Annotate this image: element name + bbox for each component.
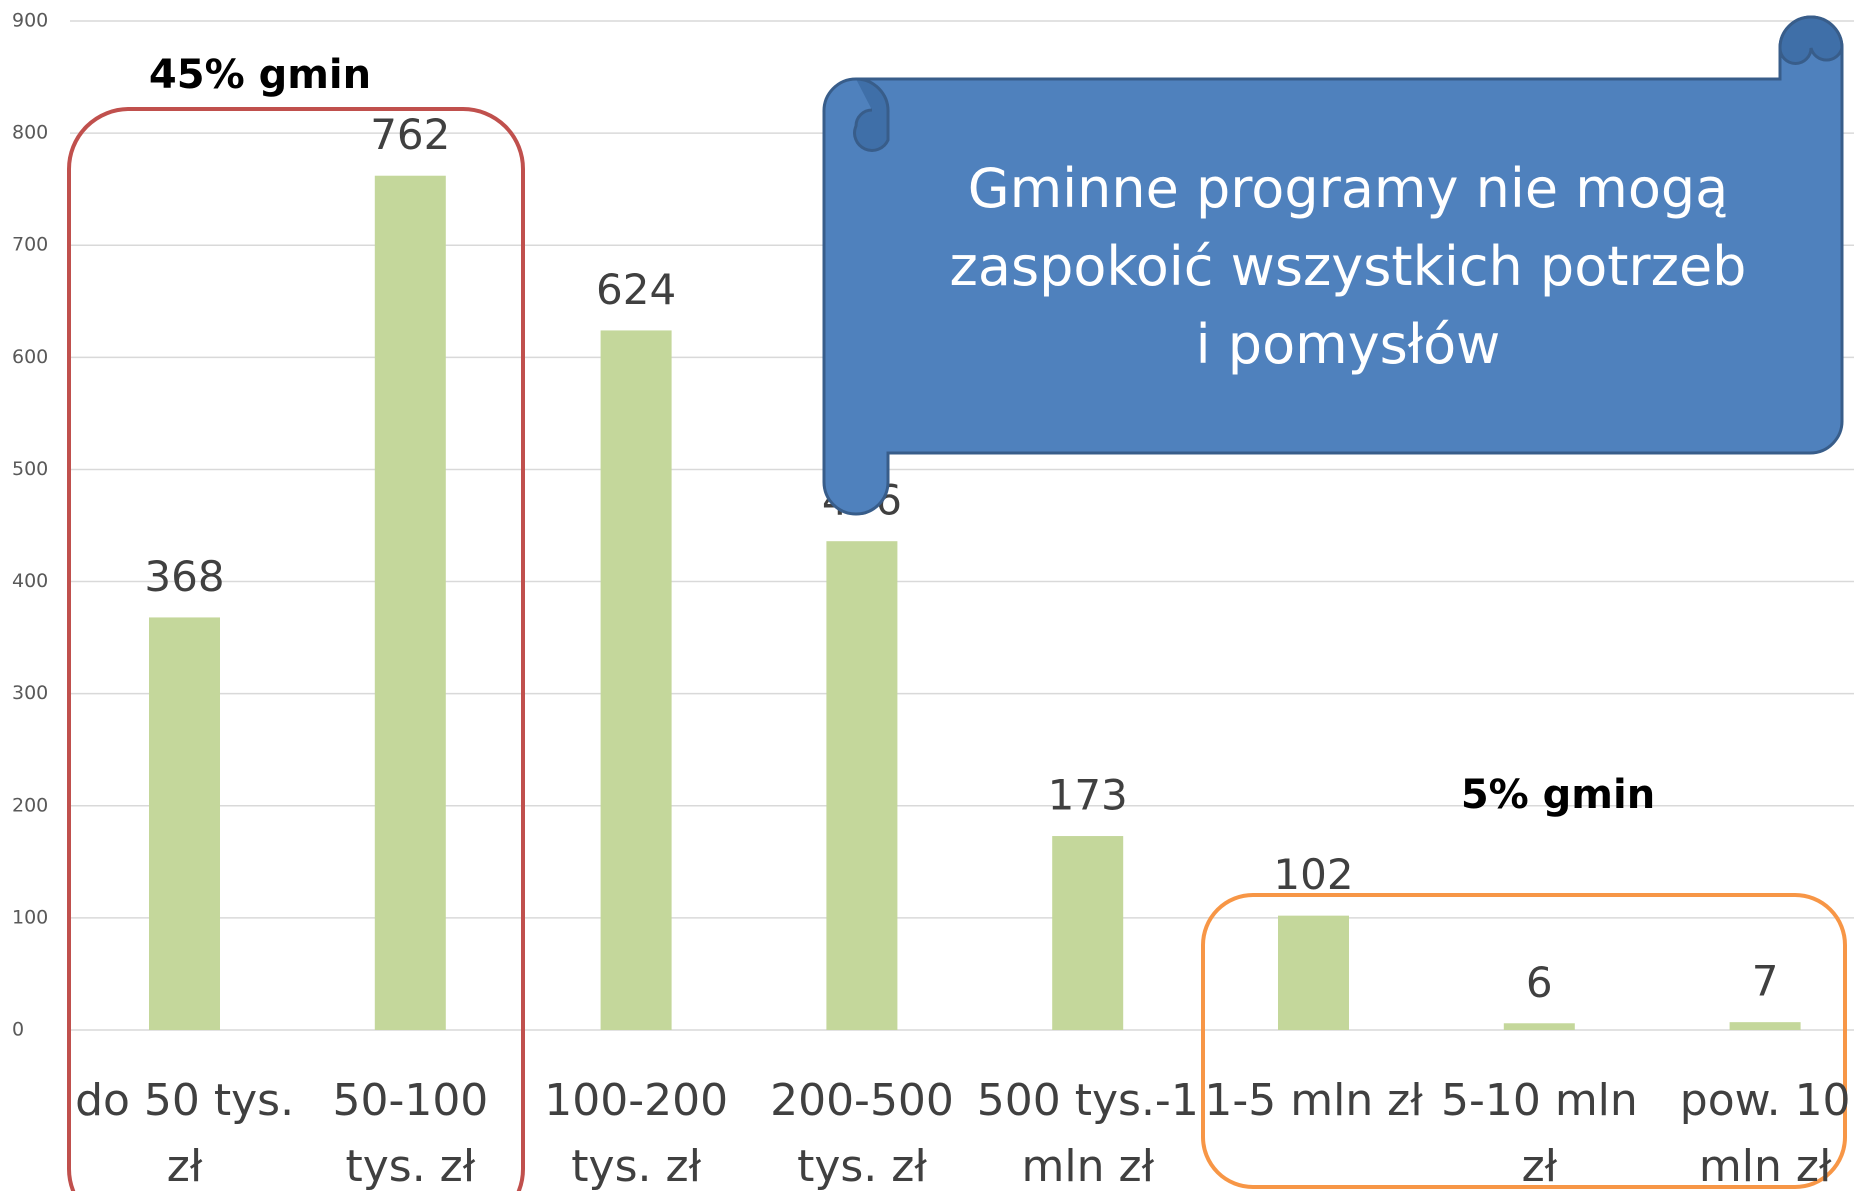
y-tick-label: 300 (12, 682, 48, 704)
y-tick-label: 0 (12, 1019, 24, 1041)
x-tick-label: 100-200 tys. zł (544, 1075, 729, 1192)
value-label: 6 (1526, 958, 1553, 1007)
value-label: 762 (370, 110, 450, 159)
banner-curl (853, 77, 890, 152)
value-label: 368 (144, 552, 224, 601)
y-tick-label: 600 (12, 346, 48, 368)
highlight-box (1201, 893, 1847, 1189)
y-tick-label: 500 (12, 458, 48, 480)
y-tick-label: 200 (12, 794, 48, 816)
x-tick-label: pow. 10 mln zł (1679, 1075, 1851, 1192)
x-tick-label: 200-500 tys. zł (770, 1075, 954, 1192)
highlight-box (67, 107, 525, 1191)
bar (1052, 836, 1124, 1030)
y-tick-label: 700 (12, 234, 48, 256)
value-label: 102 (1273, 850, 1353, 899)
bar (1278, 915, 1349, 1030)
value-label: 7 (1752, 957, 1779, 1006)
x-tick-label: do 50 tys. zł (75, 1075, 295, 1192)
bar (149, 617, 220, 1030)
y-tick-label: 900 (12, 10, 48, 32)
bar (1729, 1022, 1801, 1030)
bar (600, 330, 672, 1031)
bar (374, 175, 446, 1031)
bar (826, 541, 898, 1030)
annotation: 45% gmin (149, 52, 371, 98)
y-tick-label: 100 (12, 906, 48, 928)
x-tick-label: 5-10 mln zł (1440, 1075, 1638, 1192)
bar (1503, 1023, 1575, 1030)
banner-text: Gminne programy nie mogą zaspokoić wszys… (949, 157, 1747, 376)
y-tick-label: 800 (12, 122, 48, 144)
x-tick-label: 1-5 mln zł (1204, 1075, 1423, 1126)
annotation: 5% gmin (1461, 772, 1655, 818)
banner-curl (1778, 15, 1844, 79)
x-tick-label: 50-100 tys. zł (332, 1075, 489, 1192)
x-tick-label: 500 tys.-1 mln zł (976, 1075, 1199, 1192)
y-tick-label: 400 (12, 570, 48, 592)
value-label: 624 (596, 265, 676, 314)
value-label: 173 (1048, 771, 1128, 820)
